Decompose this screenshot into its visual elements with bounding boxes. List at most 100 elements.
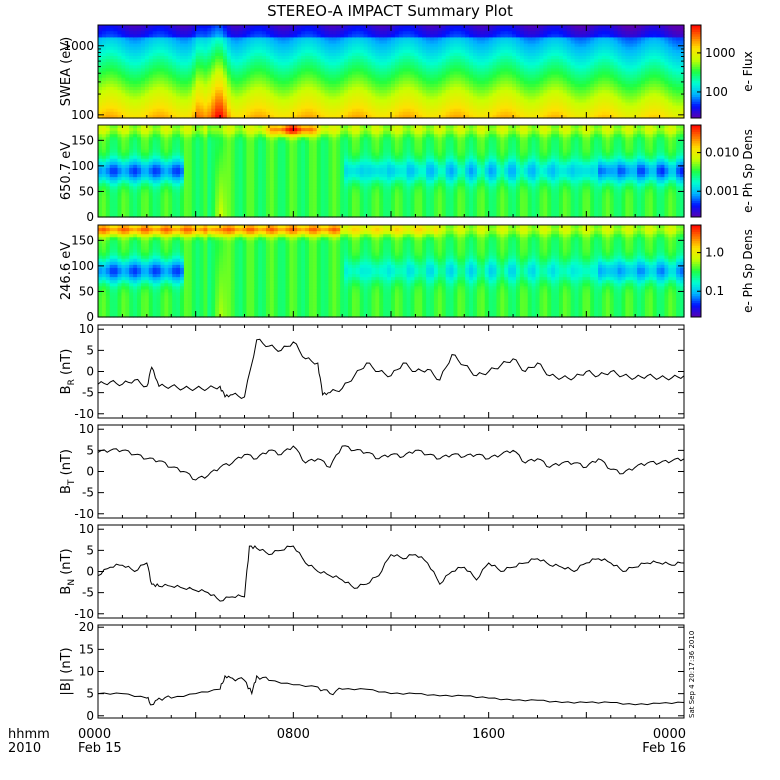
- swea-cell: [180, 96, 185, 100]
- swea-cell: [265, 25, 271, 29]
- swea-cell: [301, 83, 306, 88]
- swea-cell: [133, 34, 138, 38]
- swea-cell: [144, 46, 150, 51]
- swea-cell: [191, 87, 197, 91]
- swea-cell: [109, 65, 115, 69]
- swea-cell: [320, 25, 326, 29]
- swea-cell: [324, 83, 330, 88]
- swea-cell: [137, 99, 142, 104]
- swea-cell: [98, 31, 103, 35]
- swea-cell: [320, 31, 326, 35]
- swea-cell: [191, 74, 197, 79]
- swea-cell: [293, 62, 298, 66]
- swea-cell: [230, 59, 236, 63]
- swea-cell: [133, 65, 138, 69]
- swea-cell: [320, 77, 326, 82]
- swea-cell: [180, 114, 185, 119]
- swea-cell: [242, 31, 248, 35]
- swea-cell: [203, 34, 208, 38]
- swea-cell: [351, 25, 357, 29]
- swea-cell: [105, 93, 111, 97]
- swea-cell: [312, 65, 318, 69]
- swea-cell: [215, 77, 220, 82]
- swea-cell: [242, 49, 248, 54]
- swea-cell: [246, 43, 251, 48]
- swea-cell: [230, 37, 236, 42]
- swea-cell: [336, 105, 341, 110]
- swea-cell: [172, 62, 177, 66]
- swea-cell: [226, 90, 232, 94]
- swea-cell: [176, 62, 181, 66]
- swea-cell: [297, 111, 302, 116]
- swea-cell: [312, 80, 318, 85]
- swea-cell: [351, 40, 357, 45]
- swea-cell: [164, 74, 169, 79]
- swea-cell: [160, 114, 166, 119]
- swea-cell: [203, 43, 208, 48]
- swea-cell: [328, 56, 333, 60]
- swea-cell: [351, 34, 357, 38]
- swea-cell: [133, 102, 138, 107]
- swea-cell: [316, 114, 322, 119]
- swea-cell: [340, 62, 345, 66]
- swea-cell: [203, 28, 208, 32]
- swea-cell: [344, 59, 349, 63]
- swea-cell: [289, 87, 294, 91]
- swea-cell: [348, 59, 353, 63]
- swea-cell: [226, 108, 232, 113]
- swea-cell: [328, 52, 333, 57]
- swea-cell: [242, 46, 248, 51]
- swea-cell: [254, 83, 259, 88]
- swea-cell: [187, 77, 193, 82]
- swea-cell: [254, 74, 259, 79]
- swea-cell: [316, 102, 322, 107]
- swea-cell: [277, 43, 283, 48]
- swea-cell: [367, 99, 373, 104]
- swea-cell: [144, 111, 150, 116]
- swea-cell: [156, 59, 162, 63]
- swea-cell: [199, 105, 205, 110]
- swea-cell: [293, 99, 298, 104]
- swea-cell: [371, 83, 376, 88]
- swea-cell: [195, 31, 201, 35]
- swea-cell: [219, 59, 224, 63]
- swea-cell: [254, 52, 259, 57]
- swea-cell: [363, 108, 369, 113]
- swea-cell: [117, 114, 123, 119]
- swea-cell: [137, 37, 142, 42]
- swea-cell: [269, 87, 275, 91]
- swea-cell: [199, 87, 205, 91]
- swea-cell: [176, 71, 181, 76]
- swea-cell: [242, 34, 248, 38]
- swea-cell: [308, 90, 314, 94]
- swea-cell: [316, 90, 322, 94]
- swea-cell: [344, 102, 349, 107]
- swea-cell: [297, 31, 302, 35]
- swea-cell: [340, 28, 345, 32]
- swea-cell: [293, 71, 298, 76]
- swea-cell: [219, 56, 224, 60]
- swea-cell: [199, 74, 205, 79]
- swea-cell: [344, 99, 349, 104]
- swea-cell: [289, 62, 294, 66]
- swea-cell: [113, 108, 119, 113]
- swea-cell: [351, 93, 357, 97]
- swea-cell: [293, 114, 298, 119]
- swea-cell: [308, 52, 314, 57]
- swea-cell: [355, 80, 361, 85]
- swea-cell: [180, 68, 185, 73]
- swea-cell: [117, 102, 123, 107]
- swea-cell: [109, 111, 115, 116]
- swea-cell: [109, 77, 115, 82]
- swea-cell: [297, 56, 302, 60]
- swea-cell: [367, 80, 373, 85]
- swea-cell: [215, 59, 220, 63]
- swea-cell: [180, 77, 185, 82]
- swea-cell: [144, 90, 150, 94]
- swea-cell: [183, 46, 189, 51]
- swea-cell: [137, 56, 142, 60]
- swea-cell: [363, 59, 369, 63]
- swea-cell: [262, 56, 267, 60]
- swea-cell: [183, 40, 189, 45]
- swea-cell: [234, 65, 240, 69]
